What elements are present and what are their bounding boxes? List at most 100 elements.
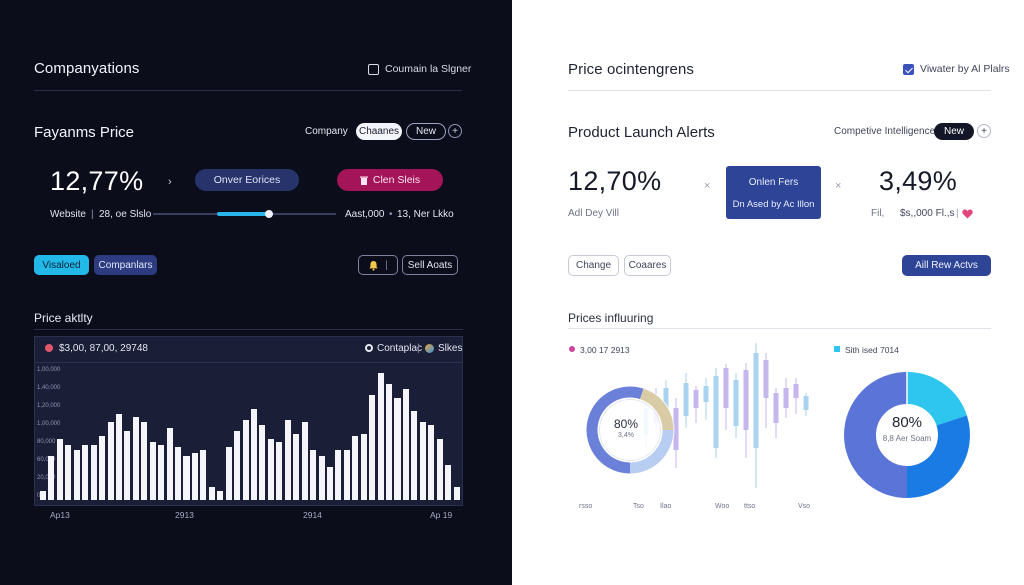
plus-icon-right[interactable]: + (977, 124, 991, 138)
slider-right-sep: • (389, 209, 393, 220)
x-tick-label: rsso (579, 503, 593, 510)
y-tick-label: 80,000 (37, 439, 56, 445)
x-tick-label: Vso (798, 503, 811, 510)
y-tick-label: 1,00,000 (37, 421, 61, 427)
right-metric-sep: | (956, 208, 959, 219)
online-fairs-card[interactable]: Onlen Fers Dn Ased by Ac Illon (726, 166, 821, 219)
chart-bar (394, 398, 401, 500)
clean-sells-label: Clen Sleis (372, 174, 421, 186)
candle-body (773, 393, 779, 423)
chart-divider (34, 329, 463, 330)
x-tick-label: ttso (744, 503, 756, 510)
x-tick-label: Ap13 (50, 510, 70, 520)
chart-bar (453, 486, 460, 500)
left-header-option-label: Coumain la Slgner (385, 63, 472, 75)
right-header-option[interactable]: Viwater by Al Plalrs (903, 63, 1010, 75)
candle-body (783, 388, 789, 408)
card-line-2: Dn Ased by Ac Illon (732, 199, 815, 210)
price-slider-track[interactable] (153, 210, 336, 218)
chart-bar (40, 491, 47, 500)
donut-slice (906, 372, 967, 427)
chart-bar (99, 435, 106, 500)
close-icon: × (704, 180, 711, 192)
clean-sells-button[interactable]: Clen Sleis (337, 169, 443, 191)
chart-bar (90, 444, 97, 500)
changes-pill[interactable]: Chaanes (356, 123, 402, 140)
trash-icon (359, 176, 368, 185)
chart-bar (352, 435, 359, 500)
donut-slice (639, 388, 674, 431)
right-metric-sub-2b: $s,,000 Fl.,s (900, 208, 955, 219)
new-pill-right[interactable]: New (934, 123, 974, 140)
chart-bar (343, 450, 350, 500)
chart-bar (335, 450, 342, 500)
chart-bar (107, 422, 114, 500)
chart-bar (445, 464, 452, 500)
y-tick-label: 1,00,000 (37, 367, 61, 373)
plus-icon[interactable]: + (448, 124, 462, 138)
chart-bar (65, 444, 72, 500)
chart-bar (141, 422, 148, 500)
candle-body (703, 386, 709, 402)
globe-icon (425, 344, 434, 353)
over-prices-button[interactable]: Onver Eorices (195, 169, 299, 191)
chevron-right-icon: › (168, 176, 172, 188)
x-tick-label: Woo (715, 503, 730, 510)
candle-body (803, 396, 809, 410)
bell-button[interactable]: | (358, 255, 398, 275)
right-header-option-label: Viwater by Al Plalrs (920, 63, 1010, 75)
tab-companies[interactable]: Companlars (94, 255, 157, 275)
x-tick-label: Ilao (660, 503, 672, 510)
chart-bar (234, 431, 241, 500)
chart-bar (293, 433, 300, 500)
y-tick-label: 0 (37, 493, 41, 499)
charts-divider (568, 328, 991, 329)
price-activity-title: Price aktlty (34, 311, 93, 325)
legend-1-label: 3,00 17 2913 (580, 345, 630, 355)
company-label: Company (305, 126, 348, 137)
checkbox[interactable] (368, 63, 379, 75)
slider-right-value: 13, Ner Lkko (397, 209, 454, 220)
compares-button[interactable]: Coaares (624, 255, 671, 276)
legend-square-cyan (834, 346, 840, 352)
left-header-title: Companyations (34, 60, 140, 77)
change-button[interactable]: Change (568, 255, 619, 276)
donut-slice (629, 429, 674, 474)
tab-visualised[interactable]: Visaloed (34, 255, 89, 275)
price-activity-chart: $3,00, 87,00, 29748 Contaplac | Slkes 1,… (34, 336, 463, 506)
chart-bar (377, 372, 384, 500)
candle-body (693, 390, 699, 408)
legend-sep: | (417, 343, 420, 354)
chart-bar (191, 453, 198, 500)
candle-body (713, 376, 719, 448)
donut-slice (906, 415, 970, 498)
new-pill[interactable]: New (406, 123, 446, 140)
checkbox-checked[interactable] (903, 63, 914, 75)
add-new-actions-button[interactable]: Aill Rew Actvs (902, 255, 991, 276)
prices-combo-chart (585, 343, 809, 488)
chart-bar (318, 455, 325, 500)
legend-dot-magenta (569, 346, 575, 352)
candle-body (793, 384, 799, 398)
chart-bar (251, 409, 258, 500)
chart-bar (259, 424, 266, 500)
chart-bar (276, 442, 283, 500)
donut-backdrop (585, 385, 675, 475)
x-tick-label: Ap 19 (430, 510, 453, 520)
bell-button-divider: | (385, 259, 388, 271)
competitive-label: Competive Intelligence (834, 126, 936, 137)
close-icon-2: × (835, 180, 842, 192)
chart-bar (242, 420, 249, 500)
left-header-option[interactable]: Coumain la Slgner (368, 63, 471, 75)
chart-bar (166, 427, 173, 500)
right-metric-sub-2a: Fil, (871, 208, 885, 219)
chart-header: $3,00, 87,00, 29748 Contaplac | Slkes (35, 337, 462, 363)
donut-slice (586, 386, 644, 474)
right-section-title: Product Launch Alerts (568, 124, 715, 141)
chart-bar (326, 466, 333, 500)
legend-radio-icon[interactable] (365, 344, 373, 352)
share-donut-chart (844, 372, 970, 498)
sell-alerts-button[interactable]: Sell Aoats (402, 255, 458, 275)
price-slider-handle[interactable] (265, 210, 273, 218)
chart-bar (284, 420, 291, 500)
